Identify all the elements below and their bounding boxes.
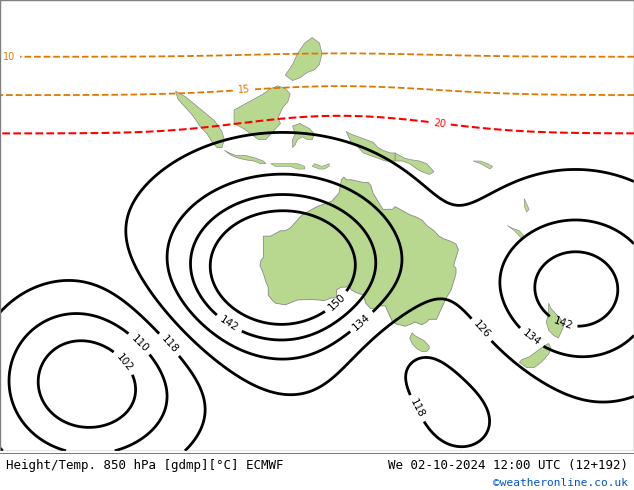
Polygon shape <box>224 150 266 164</box>
Polygon shape <box>524 198 529 212</box>
Text: 134: 134 <box>351 312 373 332</box>
Polygon shape <box>293 123 314 147</box>
Polygon shape <box>234 86 290 140</box>
Polygon shape <box>519 343 551 368</box>
Text: ©weatheronline.co.uk: ©weatheronline.co.uk <box>493 478 628 488</box>
Text: 118: 118 <box>159 334 179 355</box>
Text: 142: 142 <box>217 315 240 334</box>
Text: 20: 20 <box>433 118 446 129</box>
Text: 126: 126 <box>471 319 492 341</box>
Text: 142: 142 <box>552 316 574 332</box>
Text: 102: 102 <box>114 351 134 373</box>
Polygon shape <box>410 333 429 351</box>
Polygon shape <box>176 91 224 147</box>
Polygon shape <box>473 161 493 169</box>
Polygon shape <box>346 131 395 161</box>
Polygon shape <box>547 303 563 338</box>
Text: 150: 150 <box>326 292 347 313</box>
Polygon shape <box>285 38 322 80</box>
Polygon shape <box>260 177 458 326</box>
Polygon shape <box>395 153 434 174</box>
Text: Height/Temp. 850 hPa [gdmp][°C] ECMWF: Height/Temp. 850 hPa [gdmp][°C] ECMWF <box>6 459 284 472</box>
Text: 118: 118 <box>408 397 426 419</box>
Text: 10: 10 <box>3 52 15 62</box>
Polygon shape <box>312 164 329 169</box>
Text: 134: 134 <box>520 328 542 348</box>
Text: We 02-10-2024 12:00 UTC (12+192): We 02-10-2024 12:00 UTC (12+192) <box>387 459 628 472</box>
Polygon shape <box>271 164 305 169</box>
Text: 110: 110 <box>129 333 150 354</box>
Polygon shape <box>507 225 524 239</box>
Text: 15: 15 <box>238 85 250 96</box>
